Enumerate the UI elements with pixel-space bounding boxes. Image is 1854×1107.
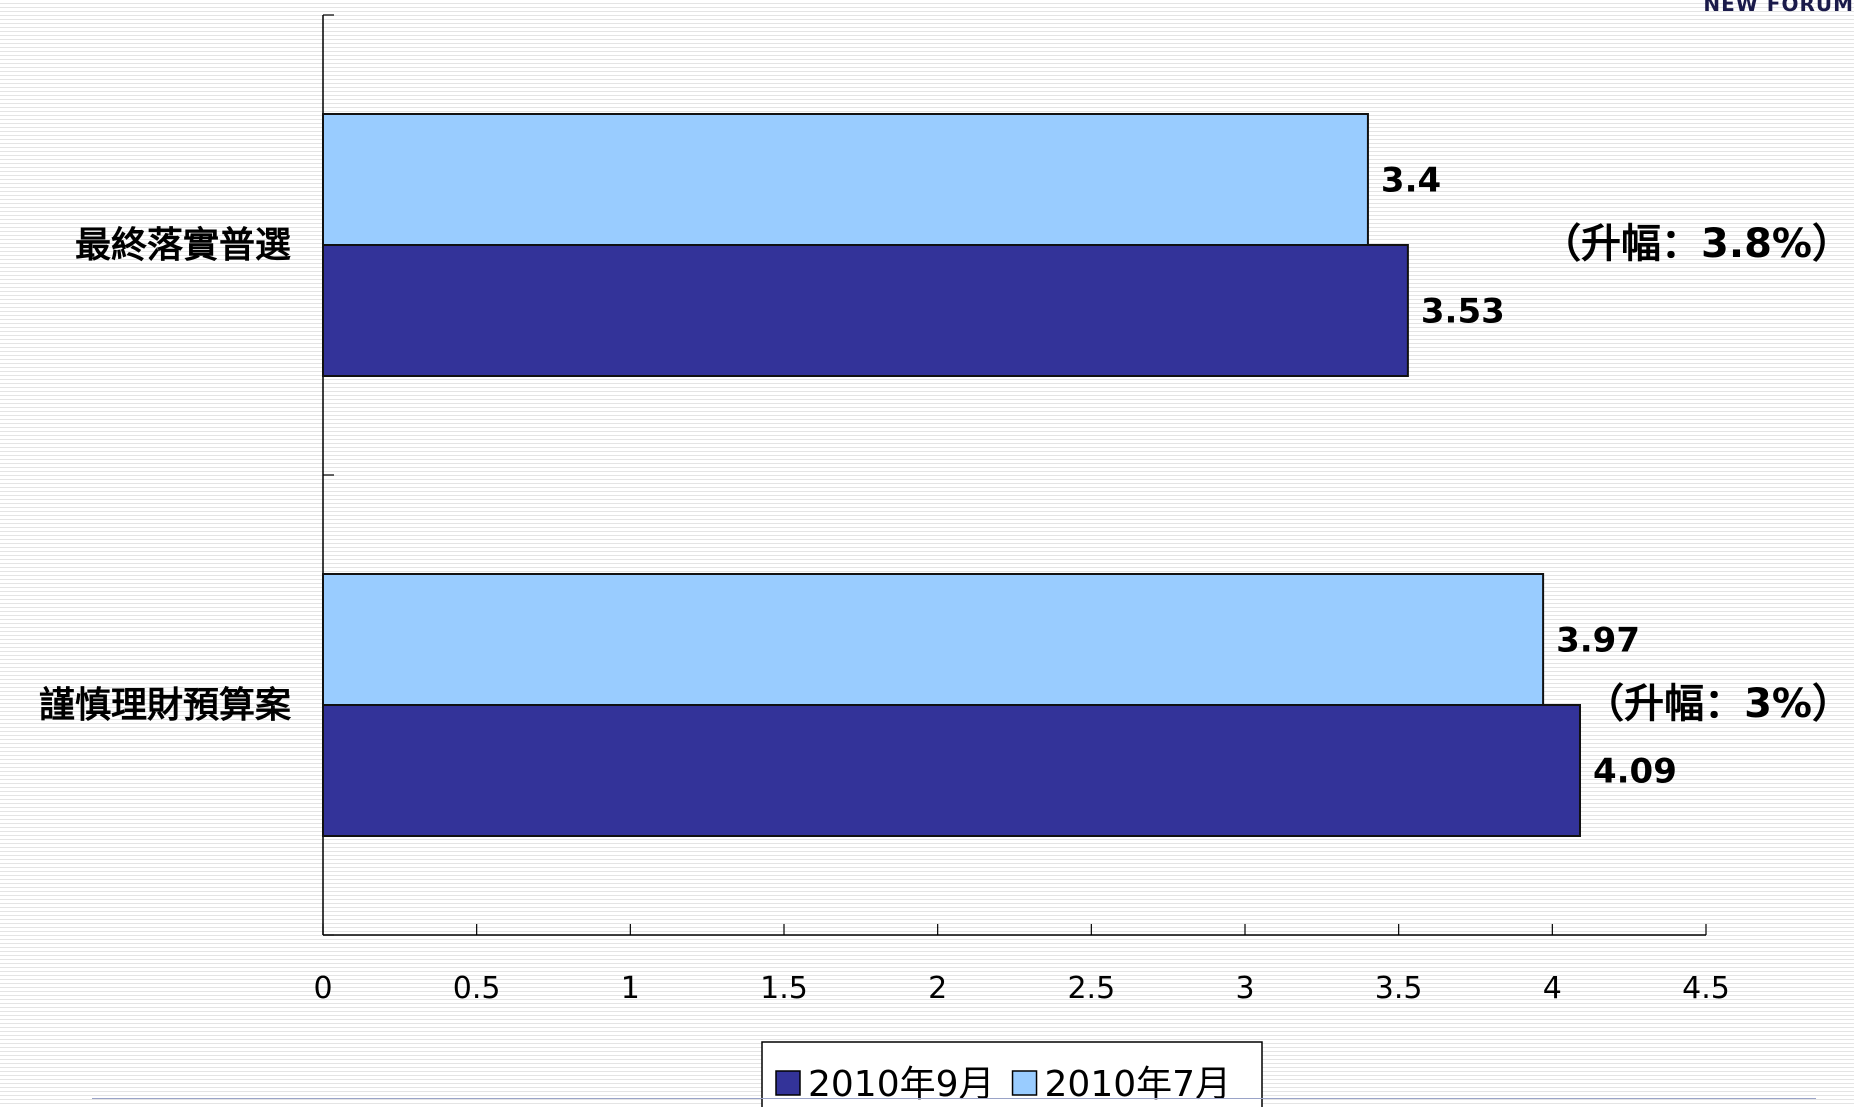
legend-swatch [1011,1070,1038,1096]
x-tick-label: 2 [928,971,947,1006]
bar [322,113,1369,246]
x-tick-label: 1 [621,971,640,1006]
category-label: 最終落實普選 [75,224,291,266]
bar [322,704,1581,837]
bar-value-label: 3.97 [1556,621,1640,661]
brand-logo: NEW FORUM [1703,0,1854,16]
bar [322,244,1409,377]
bar-value-label: 3.4 [1381,161,1441,201]
x-tick-label: 4.5 [1682,971,1730,1006]
bar-value-label: 4.09 [1593,752,1677,792]
change-annotation: （升幅：3%） [1584,681,1852,727]
x-tick-label: 3 [1235,971,1254,1006]
legend-swatch [775,1070,801,1096]
bar-value-label: 3.53 [1421,292,1505,332]
change-annotation: （升幅：3.8%） [1541,221,1852,267]
category-label: 謹慎理財預算案 [39,685,292,726]
x-tick-label: 2.5 [1067,971,1115,1006]
footer-divider [92,1098,1816,1099]
x-tick-label: 0 [313,971,332,1006]
x-tick-label: 1.5 [760,971,808,1006]
x-tick-label: 0.5 [453,971,501,1006]
x-tick-label: 4 [1543,971,1562,1006]
bar [322,573,1545,706]
x-tick-label: 3.5 [1375,971,1423,1006]
